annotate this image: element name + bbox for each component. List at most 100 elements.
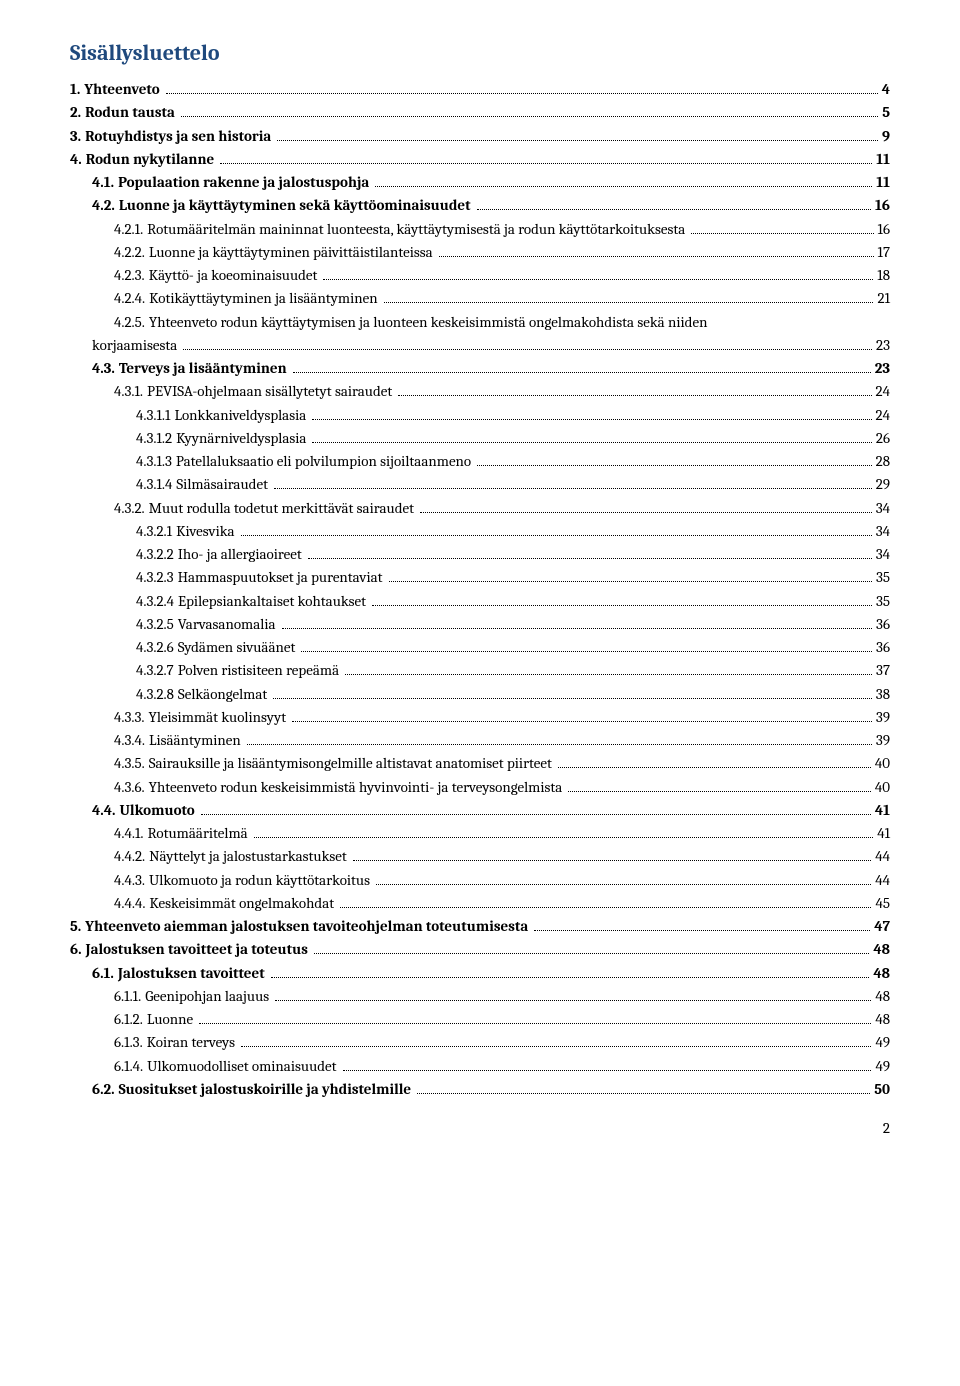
toc-entry[interactable]: 6.1.4.Ulkomuodolliset ominaisuudet49: [70, 1055, 890, 1078]
toc-leader-dots: [384, 302, 874, 303]
toc-entry[interactable]: 4.3.2.Muut rodulla todetut merkittävät s…: [70, 497, 890, 520]
toc-leader-dots: [271, 977, 870, 978]
toc-entry-text: Varvasanomalia: [174, 613, 276, 636]
toc-entry-number: 4.2.3.: [114, 264, 145, 287]
toc-entry[interactable]: 4.3.1.3Patellaluksaatio eli polvilumpion…: [70, 450, 890, 473]
toc-entry-text: PEVISA-ohjelmaan sisällytetyt sairaudet: [143, 380, 392, 403]
toc-entry[interactable]: 3.Rotuyhdistys ja sen historia9: [70, 125, 890, 148]
toc-leader-dots: [273, 698, 871, 699]
toc-entry-text: Polven ristisiteen repeämä: [174, 659, 339, 682]
toc-entry-number: 4.3.5.: [114, 752, 145, 775]
toc-entry[interactable]: 4.2.3.Käyttö- ja koeominaisuudet18: [70, 264, 890, 287]
toc-entry[interactable]: 4.4.3.Ulkomuoto ja rodun käyttötarkoitus…: [70, 869, 890, 892]
toc-entry[interactable]: 5.Yhteenveto aiemman jalostuksen tavoite…: [70, 915, 890, 938]
toc-entry-text: Populaation rakenne ja jalostuspohja: [114, 171, 369, 194]
toc-leader-dots: [375, 186, 872, 187]
toc-entry[interactable]: 6.Jalostuksen tavoitteet ja toteutus48: [70, 938, 890, 961]
toc-entry-page: 39: [876, 706, 890, 729]
toc-entry[interactable]: 4.3.2.1Kivesvika34: [70, 520, 890, 543]
toc-entry-page: 34: [876, 543, 890, 566]
toc-entry-text: Rotumääritelmä: [143, 822, 247, 845]
toc-entry-page: 36: [876, 613, 890, 636]
toc-entry-number: 4.2.2.: [114, 241, 145, 264]
toc-leader-dots: [323, 279, 873, 280]
toc-leader-dots: [166, 93, 878, 94]
toc-entry[interactable]: 1.Yhteenveto4: [70, 78, 890, 101]
toc-entry-page: 35: [876, 566, 890, 589]
toc-entry[interactable]: 4.2.5.Yhteenveto rodun käyttäytymisen ja…: [70, 311, 890, 334]
toc-entry-page: 9: [882, 125, 890, 148]
toc-entry[interactable]: 4.3.2.4Epilepsiankaltaiset kohtaukset35: [70, 590, 890, 613]
toc-entry-number: 4.4.4.: [114, 892, 145, 915]
toc-entry[interactable]: 4.2.4.Kotikäyttäytyminen ja lisääntymine…: [70, 287, 890, 310]
toc-entry-page: 5: [882, 101, 890, 124]
toc-entry-text: Lisääntyminen: [145, 729, 241, 752]
toc-entry-number: 6.1.3.: [114, 1031, 143, 1054]
toc-entry[interactable]: 4.4.4.Keskeisimmät ongelmakohdat 45: [70, 892, 890, 915]
toc-entry[interactable]: 4.2.Luonne ja käyttäytyminen sekä käyttö…: [70, 194, 890, 217]
page-container: Sisällysluettelo 1.Yhteenveto42.Rodun ta…: [0, 0, 960, 1167]
toc-entry[interactable]: 4.3.2.8Selkäongelmat38: [70, 683, 890, 706]
toc-entry[interactable]: 6.1.3.Koiran terveys49: [70, 1031, 890, 1054]
toc-entry[interactable]: 4.1.Populaation rakenne ja jalostuspohja…: [70, 171, 890, 194]
toc-entry-number: 4.3.2.4: [136, 590, 174, 613]
toc-entry-page: 45: [875, 892, 890, 915]
toc-entry[interactable]: 4.4.1.Rotumääritelmä41: [70, 822, 890, 845]
toc-entry-page: 36: [876, 636, 890, 659]
toc-entry[interactable]: 4.3.6.Yhteenveto rodun keskeisimmistä hy…: [70, 776, 890, 799]
toc-entry[interactable]: 4.3.2.5Varvasanomalia 36: [70, 613, 890, 636]
toc-entry[interactable]: 4.3.1.2Kyynärniveldysplasia26: [70, 427, 890, 450]
toc-entry[interactable]: 4.3.3.Yleisimmät kuolinsyyt39: [70, 706, 890, 729]
toc-entry-text: Yhteenveto rodun käyttäytymisen ja luont…: [145, 311, 708, 334]
toc-entry[interactable]: 4.3.2.7Polven ristisiteen repeämä37: [70, 659, 890, 682]
toc-entry[interactable]: 4.3.4.Lisääntyminen39: [70, 729, 890, 752]
toc-entry[interactable]: 4.Rodun nykytilanne11: [70, 148, 890, 171]
toc-entry[interactable]: 6.1.1.Geenipohjan laajuus48: [70, 985, 890, 1008]
toc-leader-dots: [275, 1000, 871, 1001]
toc-entry[interactable]: 4.3.1.PEVISA-ohjelmaan sisällytetyt sair…: [70, 380, 890, 403]
toc-entry[interactable]: 4.4.2.Näyttelyt ja jalostustarkastukset4…: [70, 845, 890, 868]
toc-entry-page: 24: [876, 380, 890, 403]
toc-entry-text: Luonne ja käyttäytyminen päivittäistilan…: [145, 241, 433, 264]
toc-entry-text: Kyynärniveldysplasia: [172, 427, 306, 450]
toc-entry[interactable]: 4.3.2.3Hammaspuutokset ja purentaviat35: [70, 566, 890, 589]
toc-entry[interactable]: 6.1.2.Luonne48: [70, 1008, 890, 1031]
toc-leader-dots: [417, 1093, 870, 1094]
toc-entry-text: Geenipohjan laajuus: [141, 985, 269, 1008]
toc-entry[interactable]: 4.3.2.6Sydämen sivuäänet36: [70, 636, 890, 659]
toc-entry-text: Keskeisimmät ongelmakohdat: [145, 892, 334, 915]
toc-entry[interactable]: 4.3.2.2Iho- ja allergiaoireet34: [70, 543, 890, 566]
toc-entry-number: 4.2.5.: [114, 311, 145, 334]
toc-entry-number: 6.1.4.: [114, 1055, 143, 1078]
toc-leader-dots: [343, 1070, 872, 1071]
toc-entry[interactable]: 4.2.1.Rotumääritelmän maininnat luontees…: [70, 218, 890, 241]
toc-entry[interactable]: 4.4.Ulkomuoto41: [70, 799, 890, 822]
toc-entry-page: 48: [875, 985, 890, 1008]
toc-entry-number: 4.3.1.: [114, 380, 143, 403]
toc-entry[interactable]: 6.2.Suositukset jalostuskoirille ja yhdi…: [70, 1078, 890, 1101]
toc-leader-dots: [254, 837, 873, 838]
toc-entry-text: Suositukset jalostuskoirille ja yhdistel…: [115, 1078, 412, 1101]
toc-entry[interactable]: 2.Rodun tausta5: [70, 101, 890, 124]
toc-entry-page: 41: [875, 799, 890, 822]
toc-leader-dots: [181, 116, 878, 117]
toc-entry-text: Yleisimmät kuolinsyyt: [144, 706, 286, 729]
toc-entry[interactable]: 4.2.2.Luonne ja käyttäytyminen päivittäi…: [70, 241, 890, 264]
toc-leader-dots: [477, 209, 871, 210]
toc-entry-page: 35: [876, 590, 890, 613]
toc-entry-text: Yhteenveto: [80, 78, 159, 101]
toc-entry[interactable]: 4.3.5.Sairauksille ja lisääntymisongelmi…: [70, 752, 890, 775]
toc-leader-dots: [568, 791, 871, 792]
toc-entry[interactable]: 4.3.Terveys ja lisääntyminen23: [70, 357, 890, 380]
toc-entry[interactable]: 6.1.Jalostuksen tavoitteet48: [70, 962, 890, 985]
toc-entry[interactable]: 4.3.1.1Lonkkaniveldysplasia24: [70, 404, 890, 427]
toc-entry-continuation[interactable]: korjaamisesta23: [70, 334, 890, 357]
toc-leader-dots: [312, 419, 871, 420]
toc-entry-number: 4.3.2.5: [136, 613, 174, 636]
toc-entry-text: Näyttelyt ja jalostustarkastukset: [145, 845, 347, 868]
toc-entry[interactable]: 4.3.1.4Silmäsairaudet29: [70, 473, 890, 496]
toc-entry-number: 4.2.1.: [114, 218, 143, 241]
toc-entry-page: 17: [878, 241, 890, 264]
toc-leader-dots: [277, 140, 878, 141]
toc-entry-number: 4.3.2.1: [136, 520, 172, 543]
